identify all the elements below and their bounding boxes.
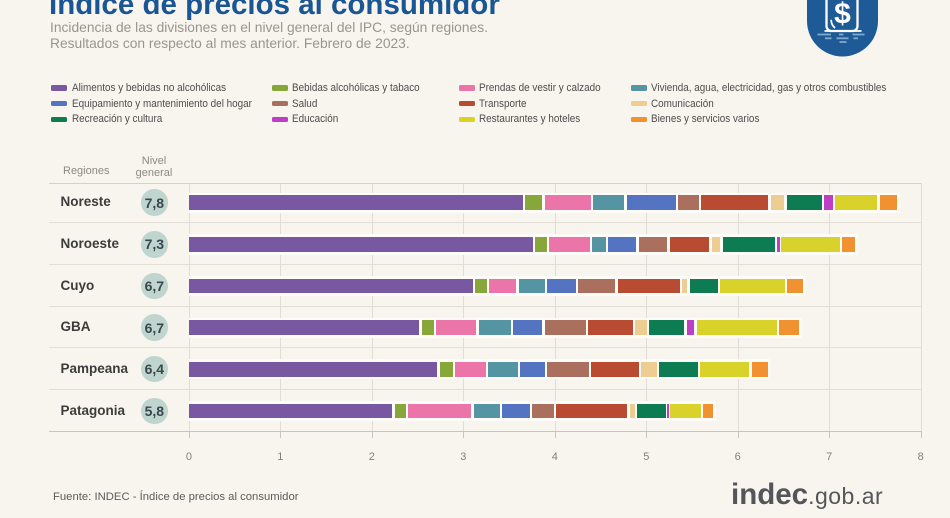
- svg-text:$: $: [834, 0, 851, 30]
